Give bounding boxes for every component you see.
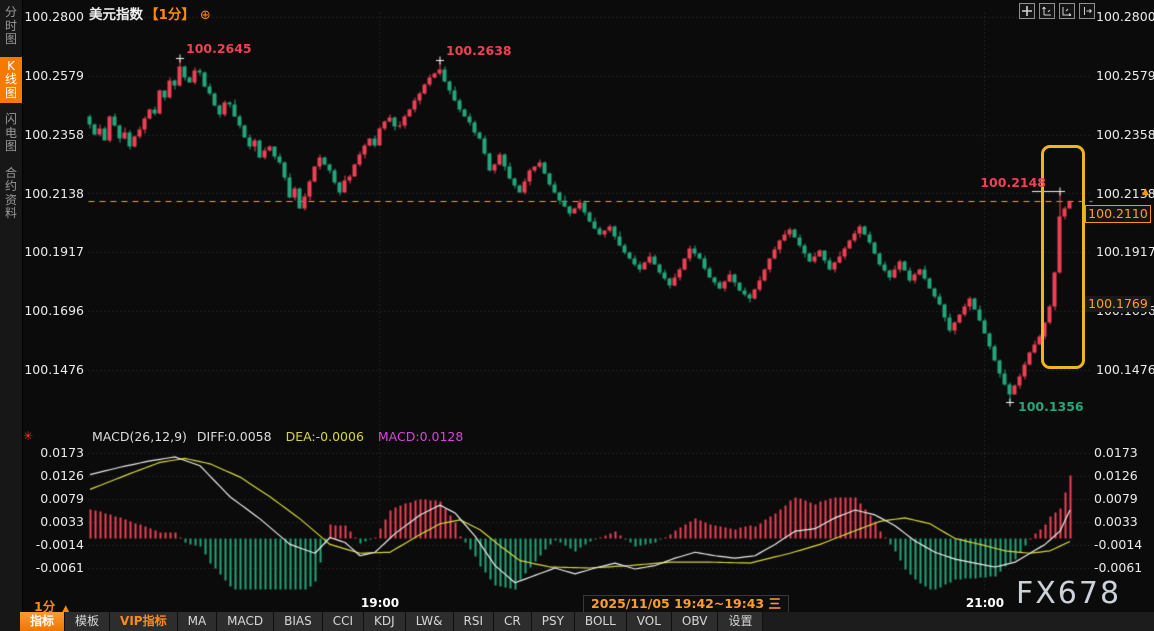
scale-x-axis-icon[interactable] bbox=[1059, 3, 1075, 19]
bottom-toolbar: 指标 模板 VIP指标 MA MACD BIAS CCI KDJ LW& RSI CR PSY BOLL… bbox=[0, 612, 1154, 631]
macd-dea-value: DEA:-0.0006 bbox=[285, 429, 364, 444]
price-axis-label: 100.1696 bbox=[24, 303, 84, 319]
toolbar-tab-指标[interactable]: 指标 bbox=[20, 612, 66, 631]
toolbar-tab-OBV[interactable]: OBV bbox=[671, 612, 719, 631]
macd-axis-label: -0.0061 bbox=[1094, 560, 1143, 575]
indicator-settings-icon[interactable]: ✳ bbox=[23, 429, 34, 443]
extreme-price-annotation: 100.2645 bbox=[186, 41, 252, 57]
macd-axis-label: 0.0126 bbox=[40, 468, 84, 484]
price-axis-label: 100.1476 bbox=[24, 362, 84, 377]
toolbar-tab-BIAS[interactable]: BIAS bbox=[274, 612, 323, 631]
add-indicator-icon[interactable]: ⊕ bbox=[199, 8, 211, 23]
toolbar-tab-VOL[interactable]: VOL bbox=[626, 612, 672, 631]
highlight-box bbox=[1041, 144, 1085, 370]
extreme-price-annotation: 100.2638 bbox=[446, 43, 512, 59]
macd-axis-label: -0.0061 bbox=[35, 560, 84, 575]
chart-tool-icons bbox=[1019, 3, 1095, 19]
macd-axis-label: -0.0014 bbox=[1094, 536, 1143, 552]
toolbar-tab-MACD[interactable]: MACD bbox=[217, 612, 275, 631]
shift-right-icon[interactable] bbox=[1079, 3, 1095, 19]
macd-axis-label: 0.0033 bbox=[1094, 513, 1138, 529]
price-axis-label: 100.2800 bbox=[24, 9, 84, 24]
price-axis-label: 100.1917 bbox=[1096, 244, 1154, 260]
macd-axis-label: 0.0033 bbox=[40, 513, 84, 529]
toolbar-tab-RSI[interactable]: RSI bbox=[453, 612, 495, 631]
price-axis-label: 100.2138 bbox=[24, 185, 84, 201]
macd-axis-label: 0.0079 bbox=[40, 491, 84, 507]
toolbar-tab-LW&[interactable]: LW& bbox=[405, 612, 454, 631]
scale-y-axis-icon[interactable] bbox=[1039, 3, 1055, 19]
pan-icon[interactable] bbox=[1019, 3, 1035, 19]
last-price-flag: 100.2110 bbox=[1085, 204, 1151, 223]
macd-axis-label: -0.0014 bbox=[35, 536, 84, 552]
price-axis-label: 100.2358 bbox=[24, 126, 84, 142]
macd-axis-label: 0.0079 bbox=[1094, 491, 1138, 507]
price-axis-label: 100.2138 bbox=[1096, 185, 1154, 201]
macd-axis-label: 0.0173 bbox=[40, 445, 84, 460]
toolbar-tab-KDJ[interactable]: KDJ bbox=[364, 612, 406, 631]
extreme-price-annotation: 100.2148 bbox=[980, 174, 1046, 190]
macd-params-label: MACD(26,12,9) bbox=[92, 429, 187, 444]
toolbar-tab-MA[interactable]: MA bbox=[177, 612, 218, 631]
time-tick-label: 19:00 bbox=[360, 596, 400, 610]
time-tick-label: 21:00 bbox=[965, 596, 1005, 610]
toolbar-tab-BOLL[interactable]: BOLL bbox=[574, 612, 627, 631]
symbol-name: 美元指数 bbox=[89, 7, 143, 23]
period-dropdown-arrow-icon: ▲ bbox=[62, 604, 70, 614]
toolbar-tab-设置[interactable]: 设置 bbox=[718, 612, 764, 631]
toolbar-tab-VIP指标[interactable]: VIP指标 bbox=[110, 612, 178, 631]
price-axis-label: 100.2579 bbox=[1096, 67, 1154, 83]
macd-axis-label: 0.0126 bbox=[1094, 468, 1138, 484]
watermark: FX678 bbox=[1016, 576, 1122, 611]
macd-header: MACD(26,12,9) DIFF:0.0058 DEA:-0.0006 MA… bbox=[92, 429, 463, 444]
toolbar-tab-PSY[interactable]: PSY bbox=[531, 612, 575, 631]
chart-title: 美元指数 【1分】 ⊕ bbox=[89, 3, 211, 23]
price-up-arrow-icon: ▲ bbox=[1142, 186, 1149, 197]
macd-diff-value: DIFF:0.0058 bbox=[196, 429, 272, 444]
macd-macd-value: MACD:0.0128 bbox=[377, 429, 464, 444]
price-axis-label: 100.1476 bbox=[1096, 362, 1154, 377]
toolbar-tab-模板[interactable]: 模板 bbox=[65, 612, 111, 631]
price-axis-label: 100.2800 bbox=[1096, 9, 1154, 24]
toolbar-pad bbox=[0, 612, 20, 631]
toolbar-tab-CCI[interactable]: CCI bbox=[322, 612, 365, 631]
price-axis-label: 100.2579 bbox=[24, 67, 84, 83]
sidebar-tab-合约资料[interactable]: 合约资料 bbox=[4, 165, 17, 220]
period-tag: 【1分】 bbox=[145, 7, 195, 23]
period-selector[interactable]: 1分 ▲ bbox=[34, 596, 69, 615]
period-label: 1分 bbox=[34, 599, 56, 614]
toolbar-tab-CR[interactable]: CR bbox=[494, 612, 532, 631]
sidebar-tab-闪电图[interactable]: 闪电图 bbox=[4, 112, 17, 153]
macd-axis-label: 0.0173 bbox=[1094, 445, 1138, 460]
crosshair-time-range: 2025/11/05 19:42~19:43 三 bbox=[583, 595, 789, 613]
price-axis-label: 100.2358 bbox=[1096, 126, 1154, 142]
price-axis-label: 100.1917 bbox=[24, 244, 84, 260]
extreme-price-annotation: 100.1356 bbox=[1018, 398, 1084, 414]
secondary-price-flag: 100.1769 bbox=[1085, 295, 1151, 312]
sidebar-tab-分时图[interactable]: 分时图 bbox=[4, 5, 17, 46]
